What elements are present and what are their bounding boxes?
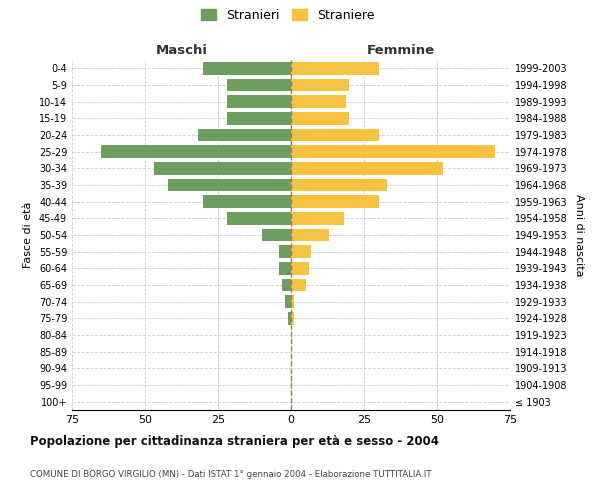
Bar [291, 196, 379, 208]
Bar [197, 129, 291, 141]
Bar [280, 262, 291, 274]
Bar [169, 179, 291, 192]
Bar [227, 212, 291, 224]
Bar [203, 196, 291, 208]
Bar [282, 279, 291, 291]
Bar [288, 312, 291, 324]
Y-axis label: Fasce di età: Fasce di età [23, 202, 33, 268]
Bar [291, 279, 305, 291]
Bar [291, 162, 443, 174]
Bar [227, 112, 291, 124]
Bar [291, 296, 294, 308]
Bar [203, 62, 291, 74]
Bar [291, 246, 311, 258]
Bar [227, 79, 291, 92]
Bar [291, 229, 329, 241]
Bar [291, 112, 349, 124]
Legend: Stranieri, Straniere: Stranieri, Straniere [201, 8, 375, 22]
Bar [291, 262, 308, 274]
Bar [291, 179, 388, 192]
Y-axis label: Anni di nascita: Anni di nascita [574, 194, 584, 276]
Text: Maschi: Maschi [155, 44, 208, 57]
Bar [291, 79, 349, 92]
Text: COMUNE DI BORGO VIRGILIO (MN) - Dati ISTAT 1° gennaio 2004 - Elaborazione TUTTIT: COMUNE DI BORGO VIRGILIO (MN) - Dati IST… [30, 470, 431, 479]
Bar [154, 162, 291, 174]
Bar [227, 96, 291, 108]
Bar [291, 96, 346, 108]
Bar [262, 229, 291, 241]
Bar [280, 246, 291, 258]
Bar [291, 129, 379, 141]
Bar [285, 296, 291, 308]
Bar [291, 312, 294, 324]
Bar [101, 146, 291, 158]
Bar [291, 62, 379, 74]
Text: Popolazione per cittadinanza straniera per età e sesso - 2004: Popolazione per cittadinanza straniera p… [30, 435, 439, 448]
Bar [291, 212, 344, 224]
Text: Femmine: Femmine [367, 44, 434, 57]
Bar [291, 146, 496, 158]
